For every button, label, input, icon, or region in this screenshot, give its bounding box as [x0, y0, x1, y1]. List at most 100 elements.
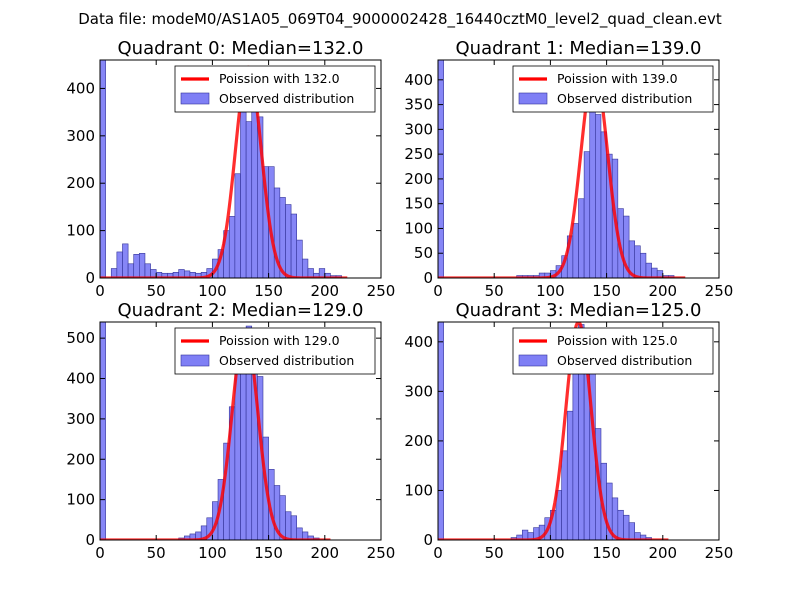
- legend-fit-label: Poission with 129.0: [219, 333, 340, 348]
- quadrant-0-panel: 0 50 100 150 200 250 0 100 200 300 400 Quadrant 0: …: [66, 38, 395, 300]
- histogram-bar: [285, 204, 292, 278]
- legend: Poission with 132.0 Observed distribution: [174, 65, 376, 113]
- histogram-bar: [640, 252, 647, 278]
- x-tick-label: 100: [536, 282, 565, 300]
- x-tick-label: 200: [648, 282, 677, 300]
- histogram-bar: [122, 243, 129, 278]
- histogram-bar: [234, 173, 241, 278]
- y-tick-label: 100: [66, 491, 95, 509]
- y-tick-label: 300: [404, 120, 433, 138]
- legend-hist-label: Observed distribution: [219, 91, 354, 106]
- x-tick-label: 150: [254, 544, 283, 562]
- histogram-bar: [634, 245, 641, 278]
- y-tick-label: 400: [404, 333, 433, 351]
- panels: 0 50 100 150 200 250 0 100 200 300 400 Quadrant 0: …: [66, 38, 733, 562]
- quadrant-1-panel: 0 50 100 150 200 250 0 50 100 150 200 250 300 350 400 Q…: [404, 38, 733, 300]
- histogram-bar: [572, 348, 579, 540]
- histogram-bar: [296, 239, 303, 278]
- histogram-bar: [589, 99, 596, 278]
- legend: Poission with 139.0 Observed distribution: [512, 65, 714, 113]
- histogram-bar: [623, 514, 630, 540]
- y-tick-label: 100: [404, 481, 433, 499]
- y-tick-label: 200: [404, 432, 433, 450]
- y-tick-label: 350: [404, 96, 433, 114]
- axes-frame: [437, 59, 720, 279]
- histogram-bar: [228, 216, 236, 278]
- y-tick-label: 300: [404, 382, 433, 400]
- legend-box: [512, 65, 714, 113]
- x-tick-label: 0: [95, 544, 105, 562]
- y-tick-label: 0: [423, 531, 433, 549]
- axes-frame: [437, 321, 720, 541]
- histogram-bar: [127, 263, 135, 278]
- y-tick-label: 400: [66, 79, 95, 97]
- histogram-bar: [144, 263, 151, 278]
- y-tick-label: 200: [66, 174, 95, 192]
- x-tick-label: 150: [254, 282, 283, 300]
- histogram-bar: [133, 254, 140, 278]
- histogram-bar: [290, 213, 297, 278]
- histogram-bar: [561, 450, 568, 540]
- histogram-bar: [566, 410, 574, 540]
- x-tick-label: 250: [705, 544, 734, 562]
- y-tick-label: 100: [66, 222, 95, 240]
- legend-box: [512, 327, 714, 375]
- histogram-bar: [116, 251, 123, 278]
- histogram-bar: [572, 223, 579, 278]
- figure-suptitle: Data file: modeM0/AS1A05_069T04_90000024…: [78, 10, 722, 29]
- y-tick-label: 100: [404, 219, 433, 237]
- x-tick-label: 150: [592, 282, 621, 300]
- histogram-bar: [583, 151, 591, 278]
- legend-hist-swatch: [518, 92, 548, 105]
- quadrant-title: Quadrant 0: Median=132.0: [118, 38, 364, 59]
- x-tick-label: 0: [95, 282, 105, 300]
- x-tick-label: 50: [147, 282, 166, 300]
- quadrant-2-panel: 0 50 100 150 200 250 0 100 200 300 400 500 Quadrant …: [66, 300, 395, 562]
- x-tick-label: 50: [485, 544, 504, 562]
- x-tick-label: 150: [592, 544, 621, 562]
- histogram-bar: [240, 111, 247, 278]
- x-tick-label: 100: [198, 544, 227, 562]
- y-tick-label: 0: [85, 531, 95, 549]
- histogram-bar: [438, 322, 444, 540]
- histogram-bar: [100, 322, 106, 540]
- legend-box: [174, 65, 376, 113]
- x-tick-label: 100: [198, 282, 227, 300]
- x-tick-label: 200: [310, 282, 339, 300]
- y-tick-label: 400: [404, 71, 433, 89]
- x-tick-label: 200: [648, 544, 677, 562]
- legend-hist-swatch: [180, 354, 210, 367]
- histogram-bar: [139, 253, 146, 278]
- y-tick-label: 0: [423, 269, 433, 287]
- y-tick-label: 300: [66, 127, 95, 145]
- histogram-bar: [617, 509, 624, 540]
- legend-box: [174, 327, 376, 375]
- x-tick-label: 0: [433, 544, 443, 562]
- histogram-bar: [240, 351, 247, 540]
- histogram-bar: [302, 258, 309, 278]
- legend: Poission with 129.0 Observed distribution: [174, 327, 376, 375]
- y-tick-label: 400: [66, 370, 95, 388]
- x-tick-label: 50: [485, 282, 504, 300]
- legend-fit-label: Poission with 132.0: [219, 71, 340, 86]
- legend-hist-swatch: [518, 354, 548, 367]
- legend-hist-label: Observed distribution: [557, 353, 692, 368]
- x-tick-label: 0: [433, 282, 443, 300]
- legend-hist-label: Observed distribution: [557, 91, 692, 106]
- legend-fit-label: Poission with 125.0: [557, 333, 678, 348]
- plot-area: [438, 322, 669, 540]
- y-tick-label: 200: [404, 170, 433, 188]
- x-tick-label: 250: [367, 544, 396, 562]
- axes-frame: [99, 321, 382, 541]
- y-tick-label: 200: [66, 450, 95, 468]
- histogram-bar: [595, 114, 602, 278]
- histogram-bar: [296, 527, 303, 540]
- x-tick-label: 50: [147, 544, 166, 562]
- histogram-bar: [645, 262, 652, 278]
- x-tick-label: 200: [310, 544, 339, 562]
- legend-fit-label: Poission with 139.0: [557, 71, 678, 86]
- axes-frame: [99, 59, 382, 279]
- quadrant-3-panel: 0 50 100 150 200 250 0 100 200 300 400 Quadrant 3: …: [404, 300, 733, 562]
- x-tick-label: 250: [367, 282, 396, 300]
- histogram-bar: [600, 131, 607, 278]
